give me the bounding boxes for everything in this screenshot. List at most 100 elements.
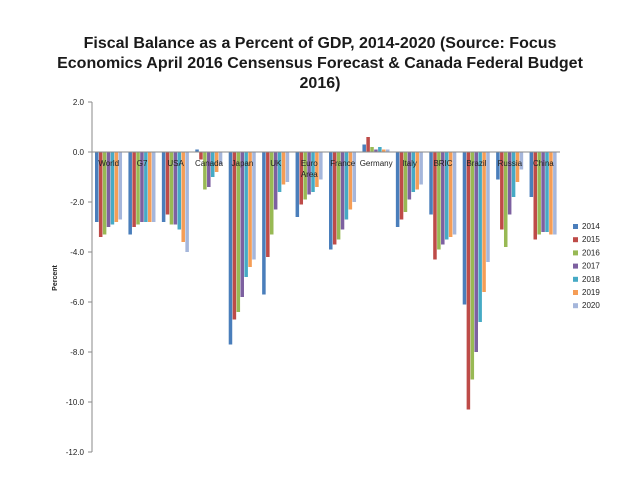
- bar-france-2015: [332, 152, 337, 245]
- bar-usa-2020: [185, 152, 189, 252]
- bar-usa-2019: [181, 152, 185, 242]
- bar-world-2020: [118, 152, 123, 220]
- bar-canada-2019: [214, 152, 219, 172]
- bar-bric-2016: [437, 152, 441, 250]
- bar-france-2016: [336, 152, 341, 240]
- bar-brazil-2015: [466, 152, 471, 410]
- legend-label-2016: 2016: [582, 248, 600, 257]
- chart-title-line-3: 2016): [299, 75, 341, 92]
- bar-usa-2015: [165, 152, 170, 215]
- bar-russia-2019: [515, 152, 520, 182]
- legend-label-2015: 2015: [582, 235, 600, 244]
- bar-russia-2020: [519, 152, 524, 170]
- bar-china-2015: [533, 152, 538, 240]
- bar-china-2014: [529, 152, 534, 197]
- bar-japan-2016: [236, 152, 241, 312]
- bar-usa-2014: [161, 152, 166, 222]
- bar-italy-2017: [407, 152, 412, 200]
- bar-uk-2020: [285, 152, 290, 182]
- bar-italy-2014: [395, 152, 400, 227]
- bar-china-2017: [541, 152, 545, 232]
- legend-swatch-2016: [573, 250, 578, 256]
- bar-italy-2019: [415, 152, 419, 190]
- bar-uk-2019: [281, 152, 286, 185]
- bar-germany-2020: [385, 149, 390, 152]
- bar-russia-2018: [511, 152, 516, 197]
- bar-g7-2017: [140, 152, 144, 222]
- legend-swatch-2020: [573, 303, 578, 309]
- bar-euro-area-2019: [315, 152, 319, 187]
- bar-g7-2019: [148, 152, 152, 222]
- y-tick-label: -8.0: [70, 348, 84, 357]
- legend-label-2018: 2018: [582, 275, 600, 284]
- bar-france-2018: [344, 152, 349, 220]
- bar-usa-2018: [177, 152, 182, 230]
- bar-japan-2015: [232, 152, 237, 320]
- legend-swatch-2014: [573, 224, 578, 229]
- bar-russia-2015: [500, 152, 504, 230]
- category-label: Japan: [232, 159, 254, 168]
- bar-bric-2020: [452, 152, 457, 235]
- bar-japan-2017: [240, 152, 244, 297]
- bar-brazil-2020: [486, 152, 490, 262]
- bar-france-2017: [340, 152, 345, 230]
- bar-russia-2017: [507, 152, 512, 215]
- legend-swatch-2017: [573, 263, 578, 269]
- y-tick-label: -2.0: [70, 198, 84, 207]
- bar-world-2019: [114, 152, 119, 222]
- bar-russia-2016: [503, 152, 508, 247]
- bar-uk-2017: [273, 152, 278, 210]
- bar-g7-2014: [128, 152, 132, 235]
- legend-label-2014: 2014: [582, 222, 600, 231]
- bar-brazil-2016: [470, 152, 475, 380]
- bar-france-2019: [348, 152, 353, 210]
- bar-canada-2018: [210, 152, 215, 177]
- bar-euro-area-2016: [303, 152, 307, 200]
- bar-canada-2020: [218, 152, 223, 165]
- bar-usa-2017: [173, 152, 178, 225]
- bar-canada-2015: [199, 152, 203, 160]
- bar-uk-2014: [262, 152, 266, 295]
- bar-russia-2014: [496, 152, 500, 180]
- bar-germany-2017: [374, 149, 378, 152]
- chart-title: Fiscal Balance as a Percent of GDP, 2014…: [0, 34, 640, 94]
- bar-bric-2018: [444, 152, 449, 240]
- legend-swatch-2019: [573, 290, 578, 295]
- bar-bric-2019: [448, 152, 453, 237]
- bar-france-2020: [352, 152, 357, 202]
- bar-china-2019: [549, 152, 553, 235]
- category-label: Italy: [402, 159, 417, 168]
- bar-uk-2016: [269, 152, 274, 235]
- bar-china-2016: [537, 152, 541, 235]
- bar-bric-2017: [441, 152, 445, 245]
- bar-brazil-2017: [474, 152, 478, 352]
- legend-swatch-2015: [573, 237, 578, 243]
- category-label: BRIC: [433, 159, 452, 168]
- y-tick-label: -6.0: [70, 298, 84, 307]
- category-label: Brazil: [466, 159, 486, 168]
- bar-uk-2018: [277, 152, 282, 192]
- bar-euro-area-2014: [295, 152, 300, 217]
- bar-brazil-2019: [482, 152, 486, 292]
- bar-bric-2015: [433, 152, 437, 260]
- category-label: Euro: [301, 159, 318, 168]
- bar-italy-2015: [399, 152, 404, 220]
- bar-japan-2020: [252, 152, 256, 260]
- y-tick-label: -12.0: [66, 448, 85, 457]
- bar-japan-2018: [244, 152, 248, 277]
- bar-euro-area-2017: [307, 152, 311, 195]
- category-label: World: [98, 159, 119, 168]
- bar-canada-2016: [203, 152, 207, 190]
- bar-world-2014: [95, 152, 99, 222]
- legend-swatch-2018: [573, 276, 578, 282]
- legend-label-2019: 2019: [582, 288, 600, 297]
- bar-germany-2016: [370, 147, 374, 152]
- legend-label-2017: 2017: [582, 262, 600, 271]
- bar-bric-2014: [429, 152, 433, 215]
- bar-china-2020: [553, 152, 557, 235]
- bar-euro-area-2018: [311, 152, 315, 192]
- bar-world-2017: [106, 152, 111, 227]
- bar-canada-2017: [207, 152, 211, 187]
- legend-label-2020: 2020: [582, 301, 600, 310]
- y-tick-label: -4.0: [70, 248, 84, 257]
